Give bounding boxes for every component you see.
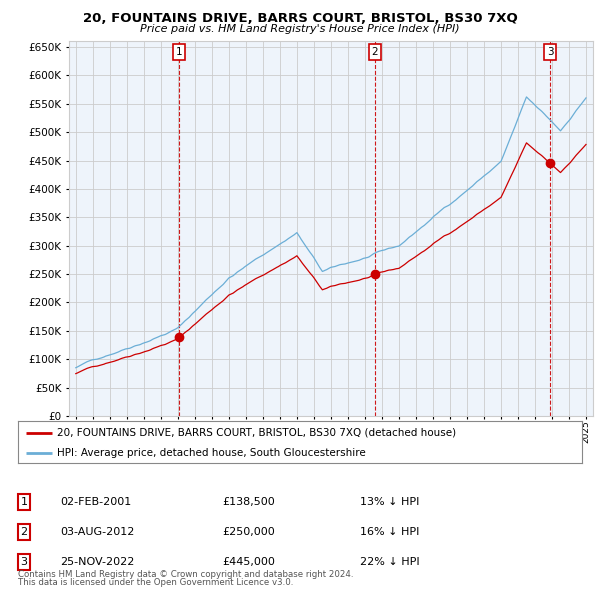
Text: £250,000: £250,000: [222, 527, 275, 537]
Text: 2: 2: [371, 47, 378, 57]
Text: £445,000: £445,000: [222, 557, 275, 567]
Text: 20, FOUNTAINS DRIVE, BARRS COURT, BRISTOL, BS30 7XQ (detached house): 20, FOUNTAINS DRIVE, BARRS COURT, BRISTO…: [58, 428, 457, 438]
Text: 25-NOV-2022: 25-NOV-2022: [60, 557, 134, 567]
Text: 20, FOUNTAINS DRIVE, BARRS COURT, BRISTOL, BS30 7XQ: 20, FOUNTAINS DRIVE, BARRS COURT, BRISTO…: [83, 12, 517, 25]
Text: 3: 3: [20, 557, 28, 567]
Text: £138,500: £138,500: [222, 497, 275, 507]
Text: 22% ↓ HPI: 22% ↓ HPI: [360, 557, 419, 567]
Text: HPI: Average price, detached house, South Gloucestershire: HPI: Average price, detached house, Sout…: [58, 448, 366, 457]
Text: This data is licensed under the Open Government Licence v3.0.: This data is licensed under the Open Gov…: [18, 578, 293, 587]
Text: 16% ↓ HPI: 16% ↓ HPI: [360, 527, 419, 537]
Text: 3: 3: [547, 47, 554, 57]
Text: 03-AUG-2012: 03-AUG-2012: [60, 527, 134, 537]
Text: Price paid vs. HM Land Registry's House Price Index (HPI): Price paid vs. HM Land Registry's House …: [140, 24, 460, 34]
Text: 13% ↓ HPI: 13% ↓ HPI: [360, 497, 419, 507]
Text: 1: 1: [176, 47, 182, 57]
Text: 1: 1: [20, 497, 28, 507]
Text: 02-FEB-2001: 02-FEB-2001: [60, 497, 131, 507]
Text: Contains HM Land Registry data © Crown copyright and database right 2024.: Contains HM Land Registry data © Crown c…: [18, 571, 353, 579]
Text: 2: 2: [20, 527, 28, 537]
